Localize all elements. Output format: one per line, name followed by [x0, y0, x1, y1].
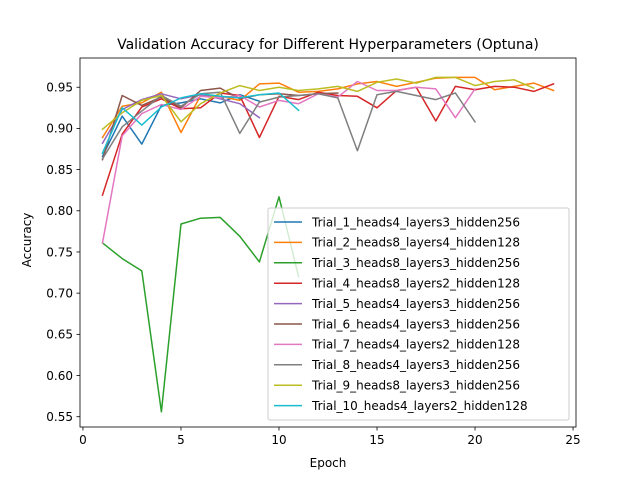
legend-label-trial-9: Trial_9_heads8_layers3_hidden256 [311, 379, 520, 393]
y-tick-label: 0.80 [46, 204, 73, 218]
legend-label-trial-1: Trial_1_heads4_layers3_hidden256 [311, 215, 520, 229]
series-line-trial-9 [101, 76, 535, 131]
x-tick-label: 10 [271, 433, 286, 447]
x-tick-label: 25 [565, 433, 580, 447]
y-axis-title: Accuracy [20, 213, 34, 268]
legend: Trial_1_heads4_layers3_hidden256 Trial_2_… [267, 207, 570, 421]
axes-frame [79, 57, 577, 428]
y-axis: 0.55 0.60 0.65 0.70 0.75 0.80 0.85 0.90 0.95 [46, 81, 80, 424]
legend-label-trial-4: Trial_4_heads8_layers2_hidden128 [311, 277, 520, 291]
x-tick-label: 0 [79, 433, 87, 447]
y-tick-label: 0.75 [46, 245, 73, 259]
legend-label-trial-3: Trial_3_heads8_layers3_hidden256 [311, 256, 520, 270]
legend-label-trial-2: Trial_2_heads8_layers4_hidden128 [311, 236, 520, 250]
legend-label-trial-6: Trial_6_heads4_layers3_hidden256 [311, 317, 520, 331]
series-line-trial-2 [101, 76, 555, 139]
y-tick-label: 0.90 [46, 122, 73, 136]
chart-title: Validation Accuracy for Different Hyperp… [117, 37, 539, 53]
x-axis: 0 5 10 15 20 25 [79, 427, 581, 447]
y-tick-label: 0.65 [46, 328, 73, 342]
y-tick-label: 0.95 [46, 81, 73, 95]
x-axis-title: Epoch [310, 456, 347, 470]
y-tick-label: 0.70 [46, 286, 73, 300]
series-lines [101, 76, 555, 413]
x-tick-label: 15 [369, 433, 384, 447]
x-tick-label: 20 [467, 433, 482, 447]
y-tick-label: 0.85 [46, 163, 73, 177]
legend-label-trial-10: Trial_10_heads4_layers2_hidden128 [311, 399, 528, 413]
series-line-trial-10 [101, 92, 300, 155]
legend-label-trial-5: Trial_5_heads4_layers3_hidden256 [311, 297, 520, 311]
plot-area [79, 57, 577, 428]
legend-label-trial-7: Trial_7_heads4_layers2_hidden128 [311, 338, 520, 352]
y-tick-label: 0.55 [46, 410, 73, 424]
y-tick-label: 0.60 [46, 369, 73, 383]
series-line-trial-5 [101, 93, 261, 145]
series-line-trial-3 [101, 196, 300, 413]
legend-label-trial-8: Trial_8_heads4_layers3_hidden256 [311, 358, 520, 372]
legend-box [267, 207, 570, 421]
series-line-trial-8 [101, 90, 477, 160]
x-tick-label: 5 [177, 433, 185, 447]
